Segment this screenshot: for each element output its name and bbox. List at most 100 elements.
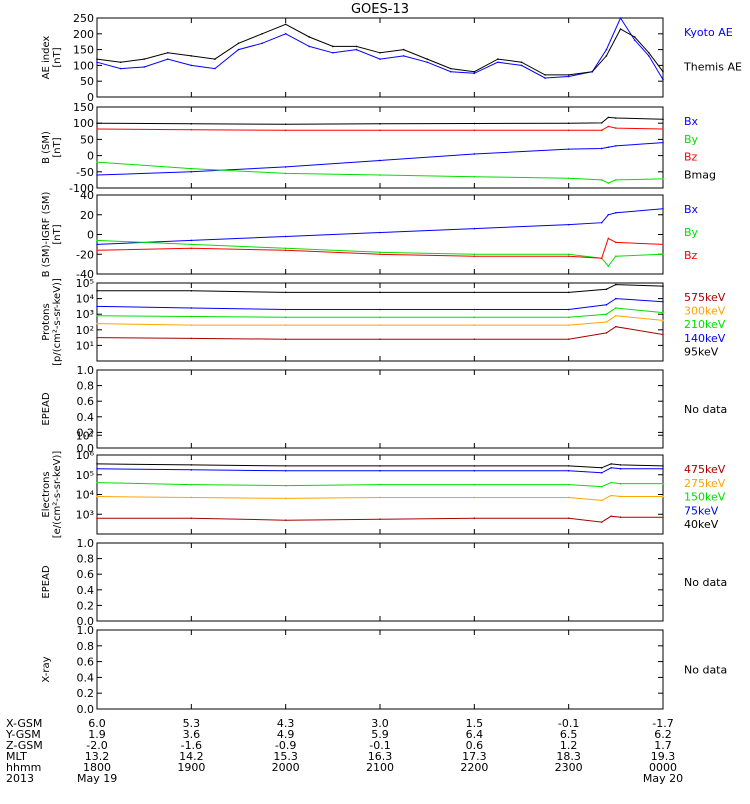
footer-row-label: Y-GSM — [5, 728, 41, 741]
data-point — [610, 515, 612, 518]
data-point — [567, 291, 570, 294]
y-tick-label: 40 — [80, 189, 94, 202]
data-point — [96, 290, 98, 292]
y-axis-label-line: [nT] — [52, 137, 63, 157]
data-point — [96, 122, 98, 124]
data-point — [190, 64, 193, 67]
y-axis-label-line: [nT] — [52, 224, 63, 244]
legend-140kev: 140keV — [684, 332, 726, 345]
data-point — [567, 517, 570, 519]
y-tick-label: -20 — [76, 248, 94, 261]
data-point — [610, 463, 612, 465]
y-axis-label-line: Electrons — [41, 471, 52, 517]
data-point — [619, 516, 622, 519]
series-line-by — [96, 239, 664, 267]
footer-value: -0.1 — [558, 717, 579, 730]
y-tick-label: 1.0 — [77, 624, 95, 637]
data-point — [605, 304, 608, 306]
y-tick-label: 10⁵ — [76, 277, 94, 290]
data-point — [473, 291, 476, 294]
y-axis-label: Protons[p/(cm²-s-sr-keV)] — [41, 278, 63, 366]
data-point — [615, 145, 617, 147]
data-point — [567, 74, 570, 76]
data-point — [615, 211, 617, 214]
data-point — [284, 23, 287, 26]
panel-frame — [96, 542, 664, 622]
footer-value: -0.1 — [369, 739, 390, 752]
data-point — [600, 499, 603, 502]
y-tick-label: 10⁴ — [76, 489, 95, 502]
y-tick-label: 0.6 — [77, 568, 95, 581]
data-point — [662, 141, 664, 144]
y-tick-label: 150 — [73, 44, 94, 57]
panel-4: 10¹ 10² 10³ 10⁴ 10⁵ Protons[p/(cm²-s-sr-keV)]… — [41, 277, 726, 366]
data-point — [237, 48, 240, 51]
data-point — [379, 308, 381, 311]
data-point — [473, 465, 476, 467]
data-point — [497, 58, 499, 60]
y-tick-label: -40 — [76, 268, 94, 281]
data-point — [615, 314, 617, 317]
data-point — [190, 315, 193, 318]
footer-row-label: Z-GSM — [6, 739, 43, 752]
data-point — [308, 36, 311, 38]
footer-value: 4.3 — [277, 717, 295, 730]
y-axis-label-line: AE index — [41, 36, 52, 80]
data-point — [473, 153, 476, 155]
y-tick-label: 50 — [80, 133, 94, 146]
data-point — [473, 175, 476, 178]
data-point — [284, 123, 287, 125]
data-point — [662, 300, 664, 303]
data-point — [662, 516, 664, 519]
data-point — [615, 307, 617, 309]
footer-value: 17.3 — [462, 750, 487, 763]
footer-value: 6.0 — [88, 717, 106, 730]
y-tick-label: 10⁶ — [76, 449, 95, 462]
y-axis-label: B (SM)-IGRF (SM)[nT] — [41, 192, 63, 278]
data-point — [633, 39, 636, 41]
y-axis-label-line: EPEAD — [41, 392, 52, 426]
data-point — [473, 470, 476, 472]
data-point — [567, 316, 570, 319]
data-point — [615, 179, 617, 181]
y-tick-label: 10³ — [76, 308, 94, 321]
data-point — [96, 249, 98, 252]
y-axis-label-line: X-ray — [41, 656, 52, 682]
data-point — [284, 465, 287, 467]
data-point — [648, 51, 650, 54]
y-tick-label: 150 — [73, 101, 94, 114]
y-axis-label-line: [nT] — [52, 47, 63, 67]
footer-value: 18.3 — [556, 750, 581, 763]
footer-value: -2.0 — [86, 739, 107, 752]
data-point — [190, 307, 193, 309]
panel-8: 0.0 0.2 0.4 0.6 0.8 1.0 X-ray No data — [41, 624, 727, 716]
data-point — [190, 469, 193, 471]
data-point — [379, 174, 381, 176]
footer-value: 6.5 — [560, 728, 578, 741]
data-point — [166, 58, 169, 60]
data-point — [591, 70, 594, 73]
data-point — [600, 485, 603, 488]
data-point — [605, 48, 608, 51]
series-line-bz — [96, 125, 664, 131]
data-point — [237, 42, 240, 45]
series-line-150kev — [96, 482, 663, 488]
panel-3: -40 -20 0 20 40 B (SM)-IGRF (SM)[nT] Bx By Bz — [41, 189, 699, 281]
data-point — [567, 253, 570, 256]
data-point — [379, 51, 381, 54]
data-point — [143, 66, 145, 68]
footer-row-label: hhmm — [6, 761, 41, 774]
data-point — [567, 496, 570, 499]
y-tick-label: 1.0 — [77, 537, 95, 550]
data-point — [379, 251, 381, 254]
data-point — [473, 324, 476, 326]
y-tick-label: 0.0 — [77, 442, 95, 455]
data-point — [662, 285, 664, 287]
data-point — [261, 42, 263, 45]
data-point — [615, 297, 617, 300]
data-point — [662, 243, 664, 246]
data-point — [600, 129, 603, 132]
footer-value: 13.2 — [85, 750, 110, 763]
footer-value: 2200 — [460, 761, 488, 774]
data-point — [473, 70, 476, 73]
